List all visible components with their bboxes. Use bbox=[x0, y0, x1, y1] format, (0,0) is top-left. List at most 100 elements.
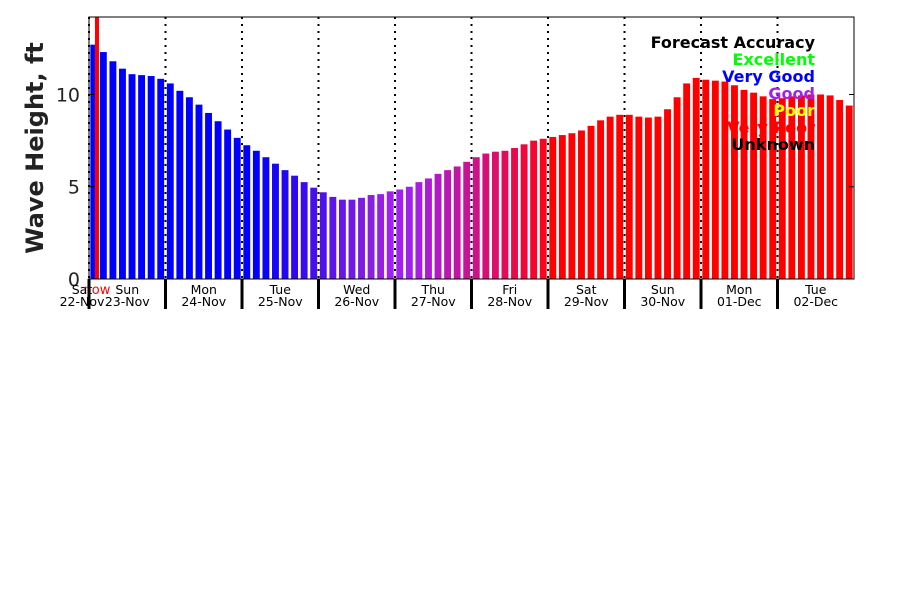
bar bbox=[769, 99, 777, 279]
bar bbox=[702, 79, 710, 279]
bar bbox=[367, 195, 375, 279]
bar bbox=[453, 166, 461, 279]
bar bbox=[300, 182, 308, 279]
day-label-date: 01-Dec bbox=[717, 294, 762, 309]
legend-entry: Unknown bbox=[731, 135, 815, 154]
bar bbox=[692, 77, 700, 279]
bar bbox=[425, 178, 432, 279]
bar bbox=[673, 97, 681, 280]
day-label-weekday: Wed bbox=[343, 282, 370, 297]
bar bbox=[797, 95, 805, 279]
bar bbox=[549, 136, 557, 279]
day-label-date: 30-Nov bbox=[640, 294, 685, 309]
bar bbox=[759, 96, 767, 279]
bar bbox=[778, 98, 786, 279]
bar bbox=[578, 130, 585, 279]
day-label-date: 23-Nov bbox=[105, 294, 150, 309]
bar bbox=[511, 148, 518, 279]
bar bbox=[731, 85, 738, 279]
day-label-weekday: Mon bbox=[191, 282, 217, 297]
bar bbox=[119, 68, 126, 279]
legend-title: Forecast Accuracy bbox=[651, 33, 816, 52]
bar bbox=[587, 125, 595, 279]
day-label-weekday: Tue bbox=[804, 282, 827, 297]
legend-entry: Poor bbox=[773, 101, 815, 120]
y-tick-label: 5 bbox=[68, 177, 80, 199]
bar bbox=[272, 163, 279, 279]
y-tick-label: 0 bbox=[68, 269, 80, 291]
day-label-date: 22-Nov bbox=[60, 294, 105, 309]
day-label-date: 27-Nov bbox=[411, 294, 456, 309]
bar bbox=[530, 140, 538, 279]
bar bbox=[788, 96, 796, 279]
bar bbox=[644, 117, 652, 279]
bar bbox=[214, 121, 222, 279]
day-label-weekday: Thu bbox=[421, 282, 445, 297]
bar bbox=[472, 157, 480, 279]
bar bbox=[807, 94, 815, 280]
bar bbox=[520, 144, 528, 279]
bar bbox=[205, 112, 212, 279]
bar bbox=[845, 105, 853, 279]
bar bbox=[482, 153, 490, 279]
day-label-date: 25-Nov bbox=[258, 294, 303, 309]
bar bbox=[606, 116, 614, 279]
bar bbox=[348, 199, 356, 279]
bar bbox=[157, 78, 165, 279]
bar bbox=[262, 157, 270, 279]
bar bbox=[817, 94, 824, 280]
bar bbox=[405, 186, 413, 279]
bar bbox=[444, 170, 452, 279]
bar bbox=[625, 114, 633, 280]
bar bbox=[90, 44, 98, 279]
bar bbox=[635, 116, 643, 279]
bar bbox=[836, 100, 844, 279]
bar bbox=[415, 182, 423, 279]
day-label-weekday: Sun bbox=[115, 282, 139, 297]
bar bbox=[501, 150, 509, 279]
bar bbox=[434, 173, 442, 279]
bar bbox=[654, 116, 662, 279]
day-label-weekday: Sun bbox=[651, 282, 675, 297]
bar bbox=[138, 75, 146, 279]
bar bbox=[377, 194, 385, 279]
bar bbox=[740, 89, 748, 279]
bar bbox=[319, 192, 327, 279]
bar bbox=[338, 199, 346, 279]
bar bbox=[721, 81, 729, 280]
day-label-date: 02-Dec bbox=[793, 294, 838, 309]
bar bbox=[558, 135, 566, 279]
bar bbox=[826, 95, 834, 279]
bar bbox=[491, 151, 499, 279]
bar bbox=[396, 189, 404, 279]
x-axis: Sat22-NovSun23-NovMon24-NovTue25-NovWed2… bbox=[60, 279, 838, 309]
bars-group bbox=[90, 44, 853, 280]
y-axis: 0 5 10 bbox=[56, 84, 854, 291]
day-label-date: 26-Nov bbox=[334, 294, 379, 309]
bar bbox=[664, 109, 671, 279]
bar bbox=[99, 52, 107, 280]
y-axis-label: Wave Height, ft bbox=[21, 42, 49, 254]
bar bbox=[233, 137, 241, 279]
bar bbox=[185, 97, 193, 280]
bar bbox=[616, 114, 624, 280]
y-tick-label: 10 bbox=[56, 84, 80, 106]
bar bbox=[711, 80, 719, 279]
bar bbox=[147, 76, 155, 279]
bar bbox=[252, 150, 260, 279]
bar bbox=[310, 187, 318, 279]
legend-entry: Excellent bbox=[733, 50, 816, 69]
day-label-date: 24-Nov bbox=[181, 294, 226, 309]
bar bbox=[243, 145, 251, 279]
bar bbox=[750, 92, 758, 279]
legend-entry: Good bbox=[768, 84, 815, 103]
bar bbox=[358, 197, 365, 279]
bar bbox=[281, 170, 289, 279]
day-label-weekday: Sat bbox=[72, 282, 93, 297]
day-label-weekday: Tue bbox=[269, 282, 292, 297]
bar bbox=[176, 90, 184, 279]
bar bbox=[329, 196, 337, 279]
bar bbox=[568, 133, 576, 279]
